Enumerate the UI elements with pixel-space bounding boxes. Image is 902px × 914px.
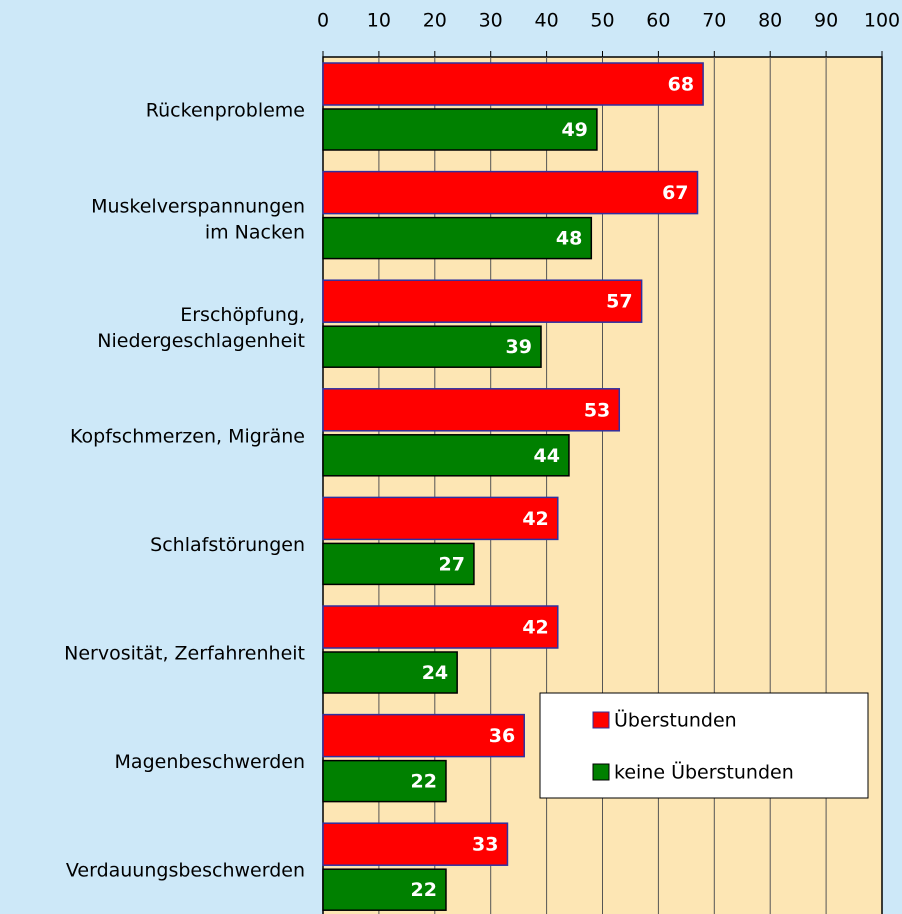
- bar: [322, 216, 593, 260]
- x-tick-label: 70: [702, 10, 726, 32]
- value-label: 68: [668, 74, 694, 96]
- x-tick-label: 10: [367, 10, 391, 32]
- value-label: 42: [522, 617, 548, 639]
- x-tick-label: 50: [590, 10, 614, 32]
- bar: [322, 496, 559, 541]
- bar: [322, 170, 699, 215]
- bar: [322, 434, 570, 477]
- x-tick-label: 80: [758, 10, 782, 32]
- legend-swatch: [592, 763, 610, 781]
- value-label: 42: [522, 508, 548, 530]
- value-label: 53: [584, 399, 610, 421]
- x-tick-label: 100: [864, 10, 900, 32]
- bar: [322, 62, 704, 106]
- value-label: 39: [506, 336, 532, 358]
- category-label: Muskelverspannungen im Nacken: [91, 195, 305, 243]
- category-label: Nervosität, Zerfahrenheit: [64, 643, 305, 665]
- bar: [322, 713, 525, 758]
- value-label: 27: [438, 553, 464, 575]
- value-label: 48: [556, 228, 582, 250]
- value-label: 57: [606, 291, 632, 313]
- value-label: 44: [534, 445, 560, 467]
- value-label: 22: [411, 879, 437, 901]
- x-tick-label: 60: [646, 10, 670, 32]
- legend-swatch: [592, 711, 610, 729]
- category-label: Schlafstörungen: [150, 534, 305, 556]
- legend-label: Überstunden: [614, 709, 737, 732]
- bar: [322, 542, 475, 586]
- x-tick-label: 90: [814, 10, 838, 32]
- value-label: 36: [489, 725, 515, 747]
- x-tick-label: 20: [423, 10, 447, 32]
- bar: [322, 108, 598, 151]
- value-label: 24: [422, 662, 448, 684]
- x-tick-label: 40: [535, 10, 559, 32]
- legend-label: keine Überstunden: [614, 761, 794, 784]
- value-label: 67: [662, 182, 688, 204]
- category-label: Erschöpfung, Niedergeschlagenheit: [97, 304, 305, 352]
- x-tick-label: 0: [317, 10, 329, 32]
- value-label: 33: [472, 834, 498, 856]
- bar: [322, 868, 447, 911]
- category-label: Rückenprobleme: [146, 100, 305, 122]
- value-label: 49: [561, 119, 587, 141]
- category-label: Magenbeschwerden: [115, 751, 305, 773]
- bar: [322, 605, 559, 649]
- x-tick-label: 30: [479, 10, 503, 32]
- bar: [322, 388, 621, 432]
- bar: [322, 822, 509, 866]
- bar: [322, 651, 458, 694]
- category-label: Kopfschmerzen, Migräne: [70, 425, 305, 447]
- bar: [322, 759, 447, 803]
- bar: [322, 325, 542, 368]
- category-label: Verdauungsbeschwerden: [66, 860, 305, 882]
- value-label: 22: [411, 771, 437, 793]
- bar: [322, 279, 643, 323]
